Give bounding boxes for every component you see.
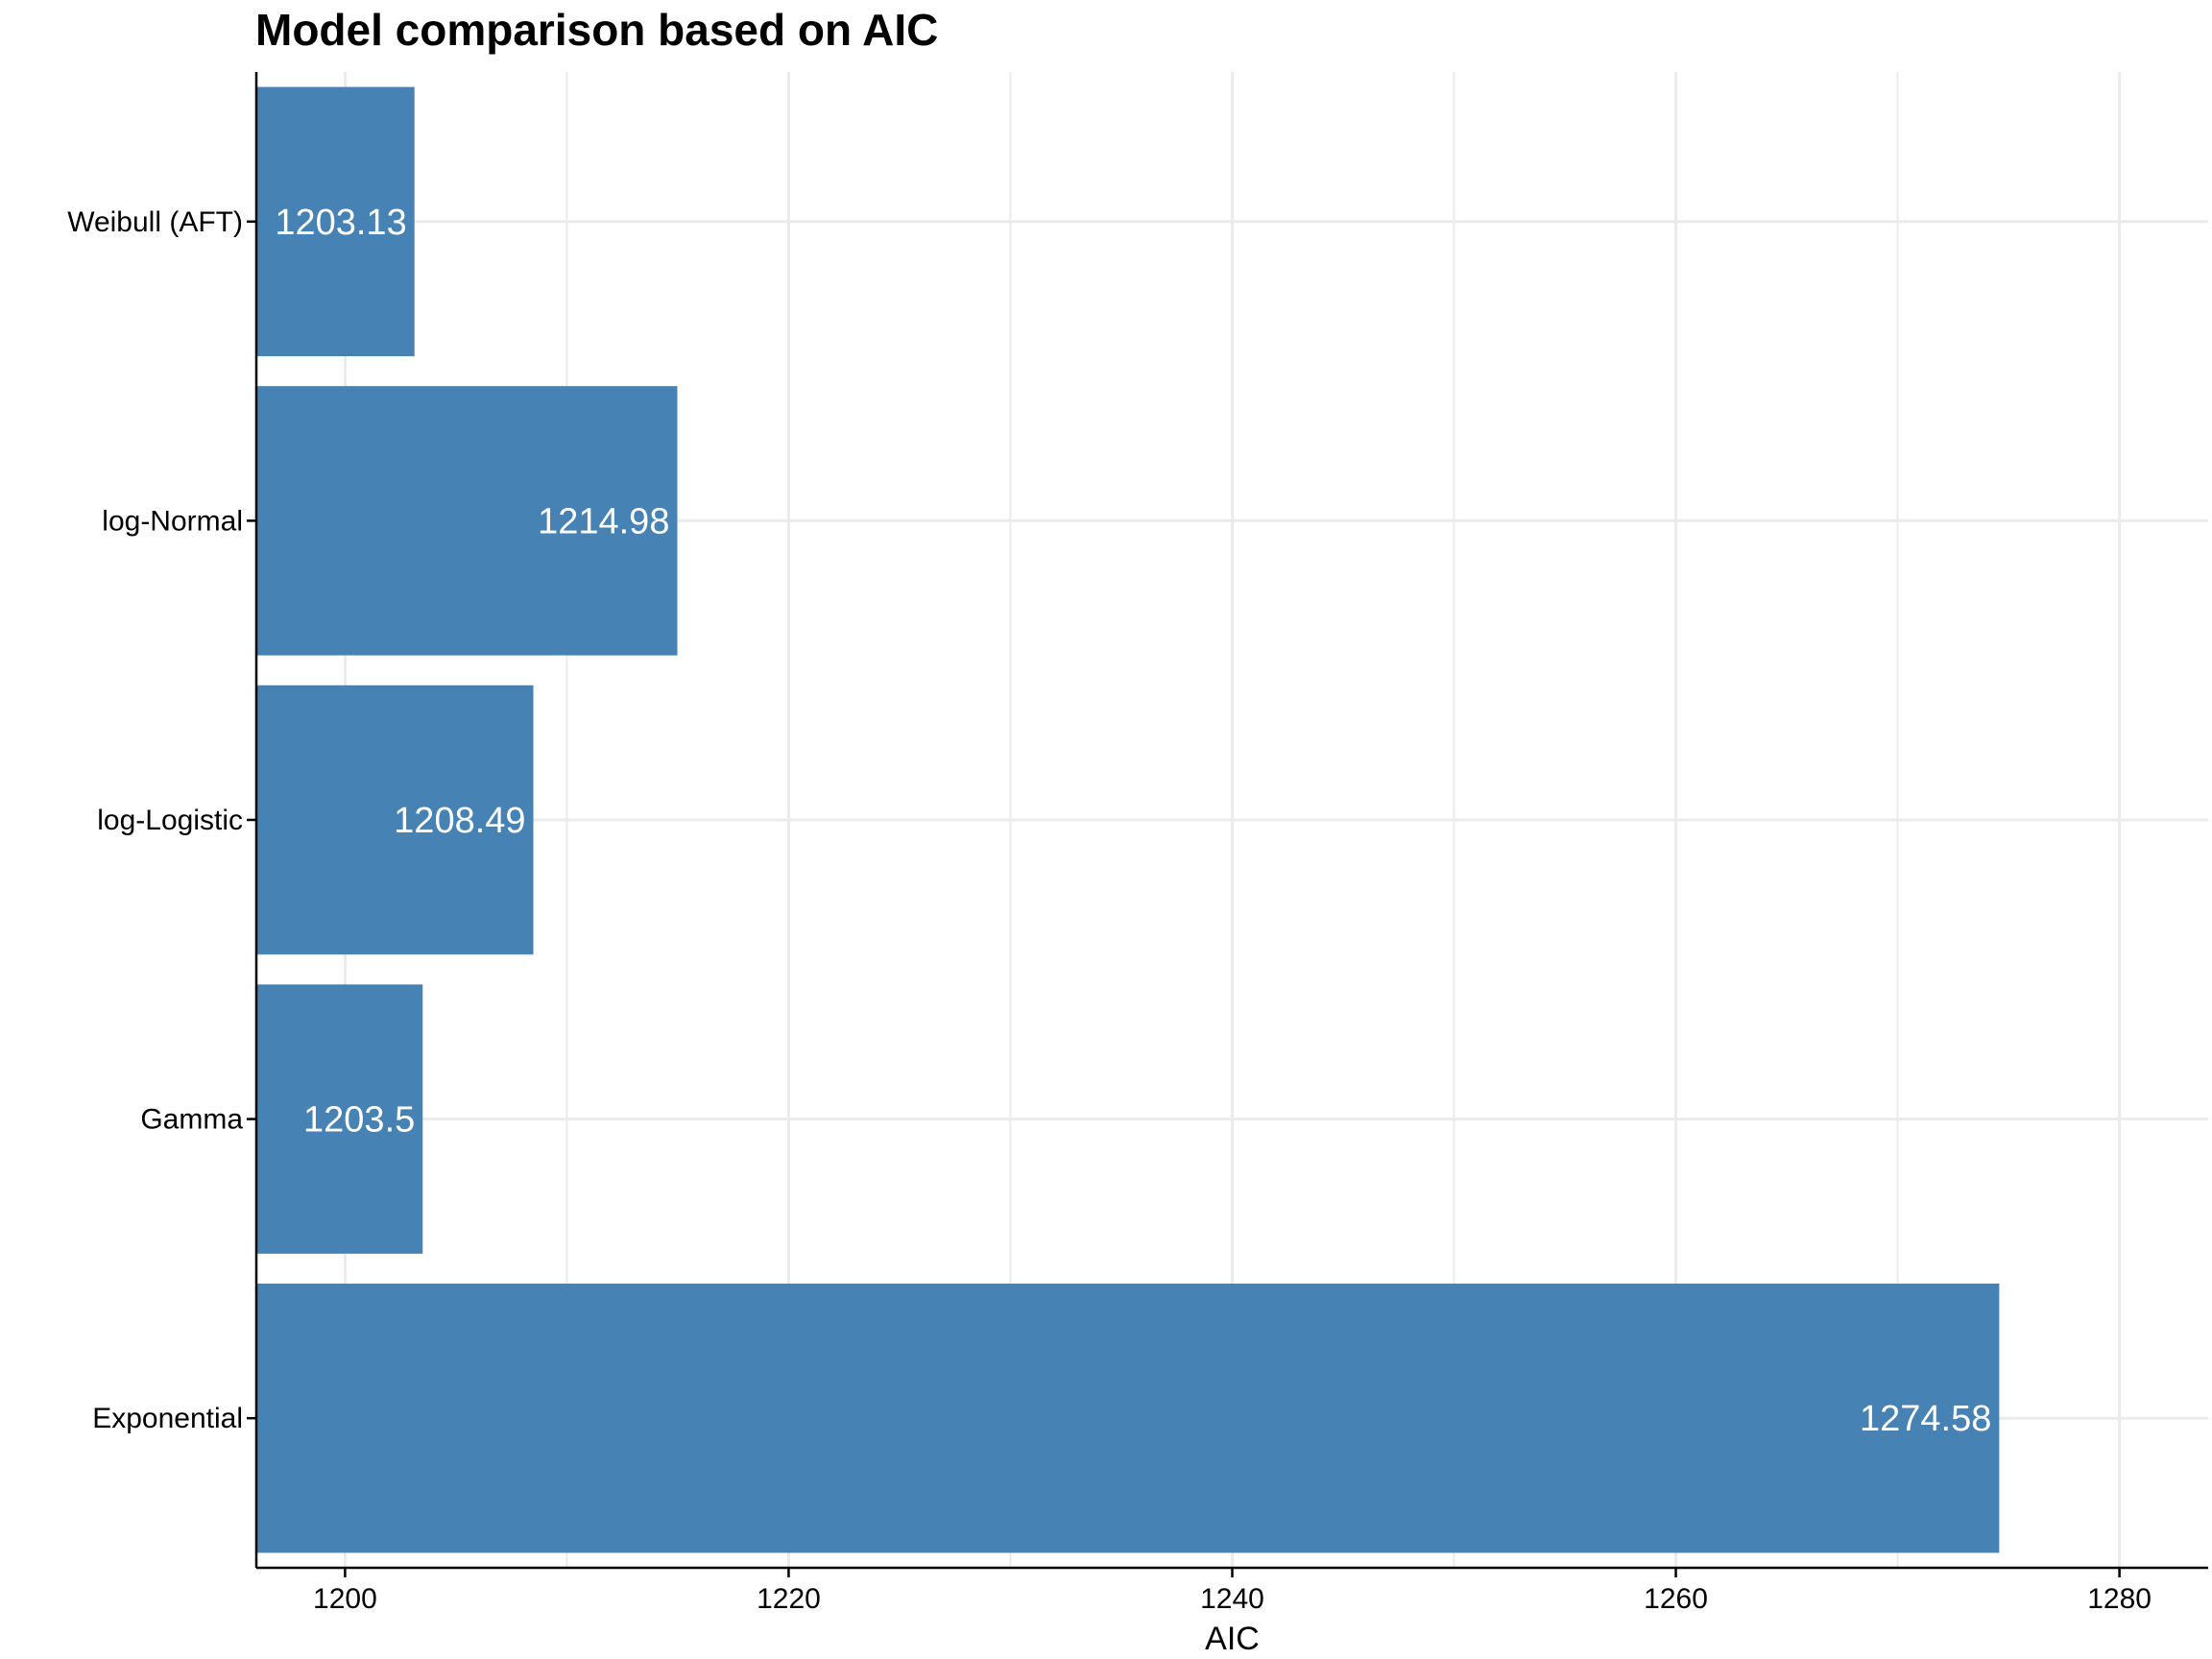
bar-value-label: 1208.49 — [394, 801, 525, 841]
bars — [256, 86, 2000, 1553]
x-tick-label: 1240 — [1200, 1583, 1264, 1615]
bar — [256, 984, 423, 1254]
x-tick-label: 1260 — [1644, 1583, 1708, 1615]
category-label: log-Normal — [102, 505, 243, 537]
category-label: Weibull (AFT) — [67, 206, 243, 238]
bar — [256, 86, 415, 357]
axes — [247, 72, 2208, 1577]
labels: 1200 1220 1240 1260 1280 Weibull (AFT) log-Nor… — [67, 203, 2152, 1657]
bar — [256, 386, 678, 656]
bar-value-label: 1203.13 — [275, 203, 406, 243]
x-tick-label: 1280 — [2087, 1583, 2152, 1615]
chart-title: Model comparison based on AIC — [255, 5, 939, 55]
x-axis-title: AIC — [1205, 1621, 1260, 1657]
bar-value-label: 1203.5 — [303, 1100, 415, 1141]
category-label: Exponential — [92, 1403, 243, 1434]
category-label: Gamma — [140, 1104, 243, 1136]
x-tick-label: 1220 — [757, 1583, 821, 1615]
bar-value-label: 1274.58 — [1860, 1399, 1991, 1439]
bar — [256, 1283, 2000, 1553]
bar-value-label: 1214.98 — [538, 501, 669, 541]
category-label: log-Logistic — [97, 805, 243, 836]
x-tick-label: 1200 — [313, 1583, 377, 1615]
bar — [256, 685, 534, 955]
